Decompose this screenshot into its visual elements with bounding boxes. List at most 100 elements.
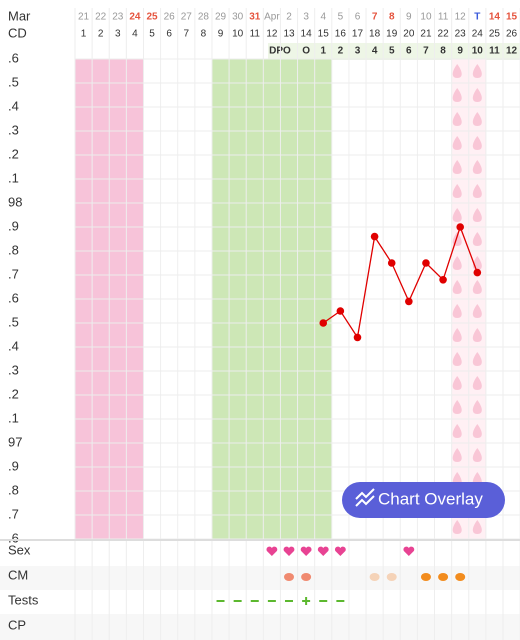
date-label: 8 <box>389 12 395 23</box>
date-label: 4 <box>320 12 326 23</box>
spotting-drop <box>472 112 482 126</box>
spotting-drop <box>452 184 462 198</box>
dpo-label: 12 <box>506 46 518 57</box>
y-tick-label: .8 <box>8 242 19 257</box>
dpo-label: 2 <box>338 46 344 57</box>
dpo-label: 3 <box>355 46 361 57</box>
spotting-drop <box>472 400 482 414</box>
cd-label: 21 <box>420 29 432 40</box>
temp-point <box>336 307 345 315</box>
cm-icon <box>438 573 449 581</box>
spotting-drop <box>452 520 462 534</box>
spotting-drop <box>472 88 482 102</box>
y-tick-label: 98 <box>8 194 22 209</box>
date-label: Apr <box>264 12 280 23</box>
row-label: Sex <box>8 542 31 557</box>
y-tick-label: .4 <box>8 98 19 113</box>
dpo-label: 4 <box>372 46 378 57</box>
y-tick-label: .3 <box>8 362 19 377</box>
dpo-label: 10 <box>472 46 484 57</box>
date-label: 5 <box>338 12 344 23</box>
y-tick-label: .4 <box>8 338 19 353</box>
cd-label: 5 <box>149 29 155 40</box>
spotting-drop <box>452 136 462 150</box>
chart-overlay-button[interactable]: Chart Overlay <box>342 482 505 518</box>
cd-label: 10 <box>232 29 244 40</box>
date-label: 12 <box>455 12 467 23</box>
spotting-drop <box>452 88 462 102</box>
spotting-drop <box>452 160 462 174</box>
cd-label: 19 <box>386 29 398 40</box>
date-label: 10 <box>420 12 432 23</box>
date-label: 6 <box>355 12 361 23</box>
cd-label: 3 <box>115 29 121 40</box>
spotting-drop <box>472 304 482 318</box>
temp-point <box>422 259 430 267</box>
spotting-drop <box>452 64 462 78</box>
cd-label: 20 <box>403 29 415 40</box>
date-label: 9 <box>406 12 412 23</box>
y-tick-label: .5 <box>8 74 19 89</box>
temp-point <box>353 333 362 342</box>
date-label: 2 <box>286 12 292 23</box>
cd-label: 18 <box>369 29 381 40</box>
spotting-drop <box>452 352 462 366</box>
month-label: Mar <box>8 8 31 23</box>
y-tick-label: 97 <box>8 434 22 449</box>
cd-label: 17 <box>352 29 364 40</box>
spotting-drop <box>452 256 462 270</box>
dpo-label: 9 <box>457 46 463 57</box>
y-tick-label: .1 <box>8 170 19 185</box>
spotting-drop <box>452 112 462 126</box>
temp-line <box>322 225 478 340</box>
heart-icon <box>403 546 415 556</box>
row-label: Tests <box>8 592 39 607</box>
cd-label: 2 <box>98 29 104 40</box>
y-tick-label: .2 <box>8 146 19 161</box>
spotting-drop <box>472 448 482 462</box>
cm-icon <box>420 573 431 581</box>
spotting-drop <box>472 208 482 222</box>
row-bg <box>0 566 520 590</box>
temp-point <box>387 259 396 267</box>
spotting-drop <box>472 376 482 390</box>
cd-label: 25 <box>489 29 501 40</box>
row-label: CP <box>8 617 26 632</box>
cd-label: 8 <box>201 29 207 40</box>
y-tick-label: .7 <box>8 266 19 281</box>
date-label: 3 <box>303 12 309 23</box>
temp-point <box>456 223 465 231</box>
y-tick-label: .5 <box>8 314 19 329</box>
cd-label: 12 <box>266 29 278 40</box>
spotting-drop <box>472 64 482 78</box>
y-tick-label: .6 <box>8 290 19 305</box>
y-tick-label: .8 <box>8 482 19 497</box>
cd-label: 4 <box>132 29 138 40</box>
heart-icon <box>334 546 346 556</box>
temp-point <box>439 276 447 284</box>
dpo-label: 6 <box>406 46 412 57</box>
dpo-label: O <box>302 46 310 57</box>
date-label: 22 <box>95 12 107 23</box>
cd-label: 6 <box>166 29 172 40</box>
cd-label: 1 <box>81 29 87 40</box>
y-tick-label: .7 <box>8 506 19 521</box>
button-icon <box>355 488 375 507</box>
cd-label: 7 <box>183 29 189 40</box>
temp-point <box>370 232 379 241</box>
y-tick-label: .6 <box>8 50 19 65</box>
spotting-drop <box>472 232 482 246</box>
spotting-drop <box>452 400 462 414</box>
button-bg[interactable] <box>342 482 505 518</box>
row-bg <box>0 614 520 640</box>
spotting-drop <box>452 280 462 294</box>
dpo-label: 7 <box>423 46 429 57</box>
cd-label: 11 <box>250 29 261 40</box>
spotting-drop <box>472 520 482 534</box>
rows-bg <box>0 539 520 541</box>
y-tick-label: .2 <box>8 386 19 401</box>
cd-label: 26 <box>506 29 518 40</box>
spotting-drop <box>472 184 482 198</box>
cd-label: 23 <box>455 29 467 40</box>
